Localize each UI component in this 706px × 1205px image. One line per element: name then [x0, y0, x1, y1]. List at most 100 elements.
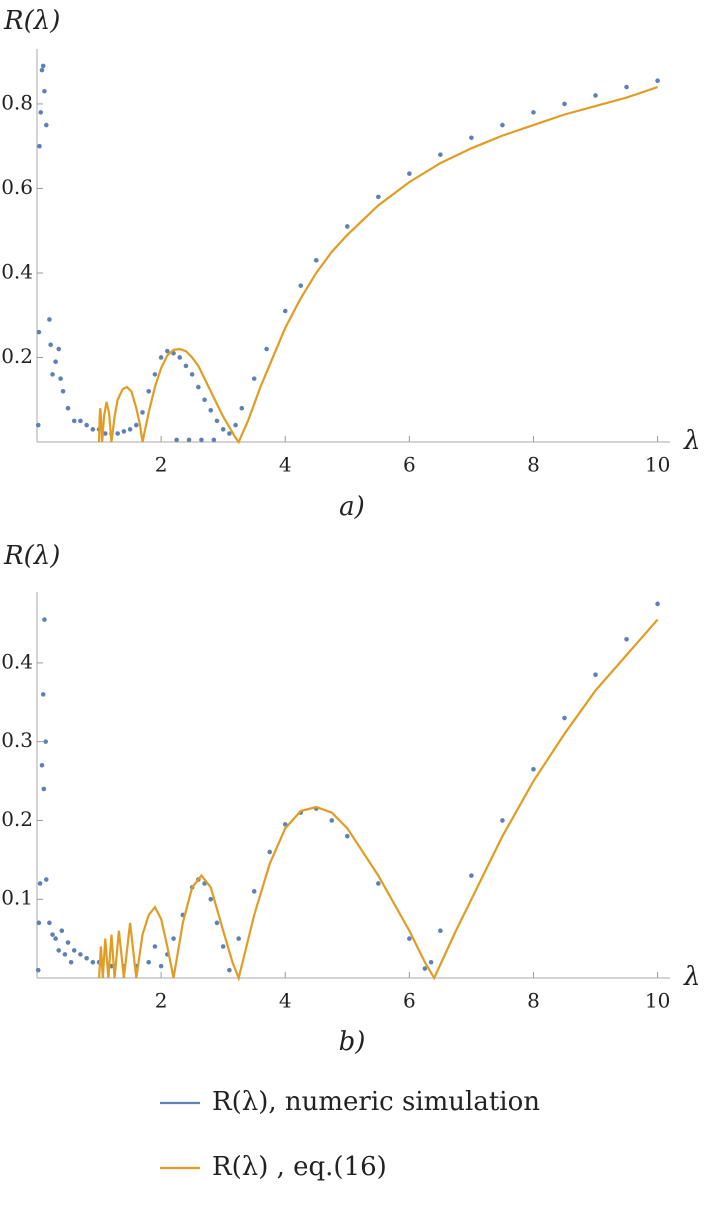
- data-point: [227, 967, 232, 973]
- data-point: [152, 944, 158, 949]
- data-point: [233, 422, 238, 428]
- data-point: [133, 422, 139, 428]
- data-point: [211, 437, 217, 443]
- data-point: [220, 427, 226, 432]
- data-point: [562, 101, 567, 107]
- y-tick-label: 0.3: [1, 728, 33, 752]
- data-point: [208, 408, 214, 413]
- data-point: [214, 418, 220, 424]
- data-point: [282, 308, 288, 314]
- data-point: [58, 376, 63, 381]
- data-point: [376, 881, 381, 886]
- legend-label: R(λ) , eq.(16): [212, 1152, 387, 1182]
- data-point: [146, 388, 152, 394]
- data-point: [214, 920, 220, 926]
- data-point: [196, 384, 201, 390]
- x-axis-label: λ: [683, 962, 700, 992]
- data-point: [35, 967, 41, 973]
- data-point: [36, 329, 42, 335]
- data-point: [65, 405, 71, 411]
- data-point: [65, 940, 71, 945]
- data-point: [655, 78, 660, 83]
- data-point: [36, 920, 42, 926]
- data-point: [407, 936, 412, 941]
- data-point: [56, 948, 62, 953]
- data-point: [71, 948, 77, 953]
- data-point: [43, 739, 48, 744]
- data-point: [171, 936, 176, 941]
- data-point: [407, 171, 412, 176]
- data-point: [158, 963, 164, 969]
- data-point: [47, 317, 52, 322]
- data-point: [42, 617, 47, 622]
- data-point: [158, 355, 164, 360]
- x-tick-label: 8: [527, 989, 540, 1013]
- data-point: [422, 966, 428, 971]
- data-point: [47, 920, 52, 926]
- x-axis-label: λ: [683, 426, 700, 456]
- x-tick-label: 8: [527, 453, 540, 477]
- data-point: [251, 376, 257, 381]
- data-point: [236, 936, 241, 941]
- data-point: [40, 692, 46, 697]
- data-point: [344, 833, 350, 839]
- data-point: [127, 427, 133, 432]
- x-tick-label: 10: [645, 989, 670, 1013]
- data-point: [500, 818, 505, 823]
- data-point: [62, 952, 68, 957]
- data-point: [593, 672, 598, 678]
- data-point: [39, 763, 45, 768]
- data-point: [53, 936, 58, 941]
- data-point: [84, 956, 89, 961]
- data-point: [68, 959, 74, 965]
- data-point: [177, 355, 183, 360]
- data-point: [376, 194, 381, 200]
- data-point: [60, 388, 66, 394]
- data-point: [102, 431, 108, 436]
- curve: [97, 618, 659, 982]
- data-point: [469, 873, 474, 878]
- data-point: [562, 715, 567, 721]
- data-point: [186, 437, 192, 443]
- data-point: [174, 437, 179, 443]
- y-tick-label: 0.4: [1, 649, 33, 673]
- data-point: [40, 63, 46, 69]
- data-point: [220, 944, 226, 949]
- data-point: [78, 952, 83, 957]
- data-point: [313, 257, 319, 263]
- y-axis-label: R(λ): [3, 541, 60, 571]
- y-tick-label: 0.4: [1, 259, 33, 283]
- x-tick-label: 6: [403, 989, 416, 1013]
- y-tick-label: 0.2: [1, 344, 33, 368]
- data-point: [267, 849, 273, 855]
- data-point: [59, 928, 65, 934]
- data-point: [115, 431, 120, 436]
- data-point: [531, 766, 536, 772]
- data-point: [90, 427, 96, 432]
- data-point: [50, 372, 55, 377]
- data-point: [593, 93, 598, 98]
- data-point: [624, 636, 629, 642]
- caption: a): [339, 492, 365, 522]
- data-point: [71, 418, 77, 424]
- data-point: [48, 342, 53, 348]
- data-point: [42, 88, 47, 94]
- data-point: [500, 122, 505, 128]
- y-tick-label: 0.1: [1, 886, 33, 910]
- data-point: [298, 283, 304, 288]
- data-point: [428, 959, 434, 965]
- data-point: [183, 363, 189, 369]
- x-tick-label: 10: [645, 453, 670, 477]
- data-point: [121, 429, 127, 434]
- data-point: [39, 67, 45, 73]
- data-point: [624, 84, 629, 90]
- data-point: [44, 122, 49, 128]
- data-point: [44, 877, 49, 882]
- data-point: [189, 372, 195, 377]
- x-tick-label: 2: [155, 453, 168, 477]
- data-point: [37, 881, 43, 886]
- data-point: [227, 431, 232, 436]
- data-point: [199, 437, 204, 443]
- x-tick-label: 4: [279, 453, 292, 477]
